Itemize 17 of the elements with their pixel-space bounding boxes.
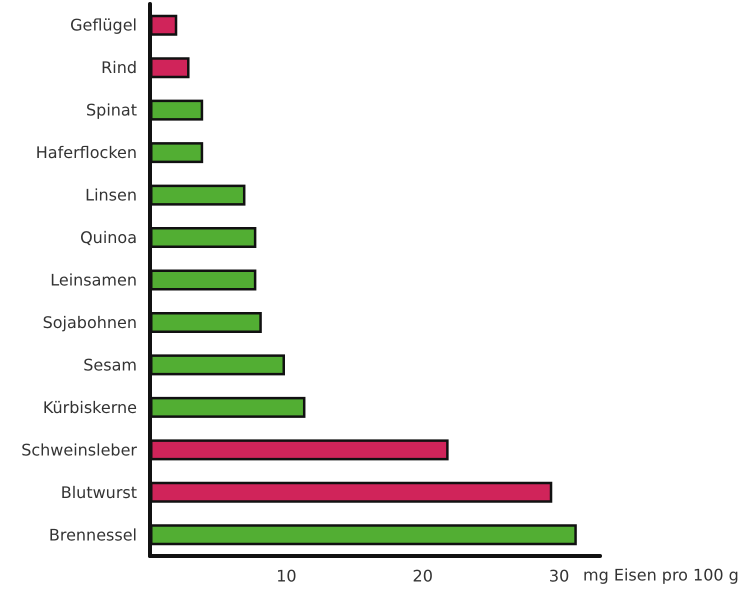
x-tick-label: 10 <box>276 566 297 586</box>
x-tick-label: 20 <box>412 566 433 586</box>
y-tick-label: Schweinsleber <box>21 440 138 460</box>
y-tick-label: Blutwurst <box>60 482 137 502</box>
y-tick-label: Sesam <box>83 355 137 374</box>
y-tick-label: Quinoa <box>80 228 137 248</box>
y-tick-label: Haferflocken <box>36 143 137 162</box>
x-axis-title: mg Eisen pro 100 g <box>583 566 739 584</box>
y-tick-label: Brennessel <box>48 525 137 544</box>
y-tick-label: Kürbiskerne <box>42 398 137 417</box>
y-tick-label: Linsen <box>85 186 137 205</box>
y-tick-label: Spinat <box>86 100 137 120</box>
y-tick-label: Sojabohnen <box>42 312 137 332</box>
y-tick-label: Leinsamen <box>50 270 137 290</box>
y-tick-label: Rind <box>101 58 137 78</box>
y-tick-label: Geflügel <box>70 16 137 35</box>
x-tick-label: 30 <box>548 566 570 586</box>
